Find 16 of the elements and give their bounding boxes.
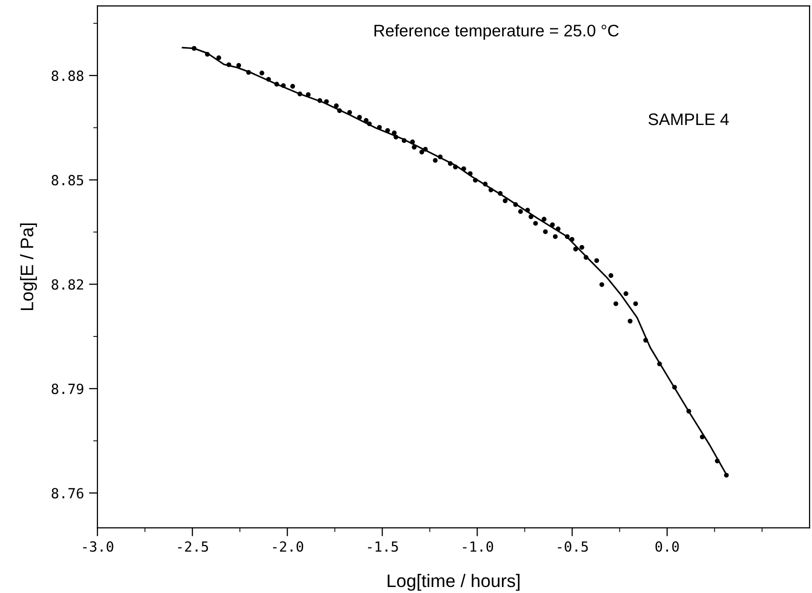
y-axis-title: Log[E / Pa] [20,223,37,310]
x-tick-label: 0.0 [656,541,679,552]
x-tick-label: -2.0 [273,541,304,552]
x-tick-label: -2.5 [178,541,208,552]
x-axis-title: Log[time / hours] [388,574,520,591]
y-tick-label: 8.76 [52,488,84,498]
y-tick-label: 8.79 [52,384,84,394]
x-tick-label: -3.0 [83,541,114,552]
annotation: SAMPLE 4 [648,113,729,126]
y-tick-label: 8.85 [52,174,84,186]
y-tick-label: 8.88 [52,70,84,82]
x-tick-label: -0.5 [558,541,588,552]
x-tick-label: -1.0 [462,541,494,552]
annotation: Reference temperature = 25.0 °C [374,24,619,40]
y-tick-label: 8.82 [52,279,84,290]
x-tick-label: -1.5 [368,541,398,552]
